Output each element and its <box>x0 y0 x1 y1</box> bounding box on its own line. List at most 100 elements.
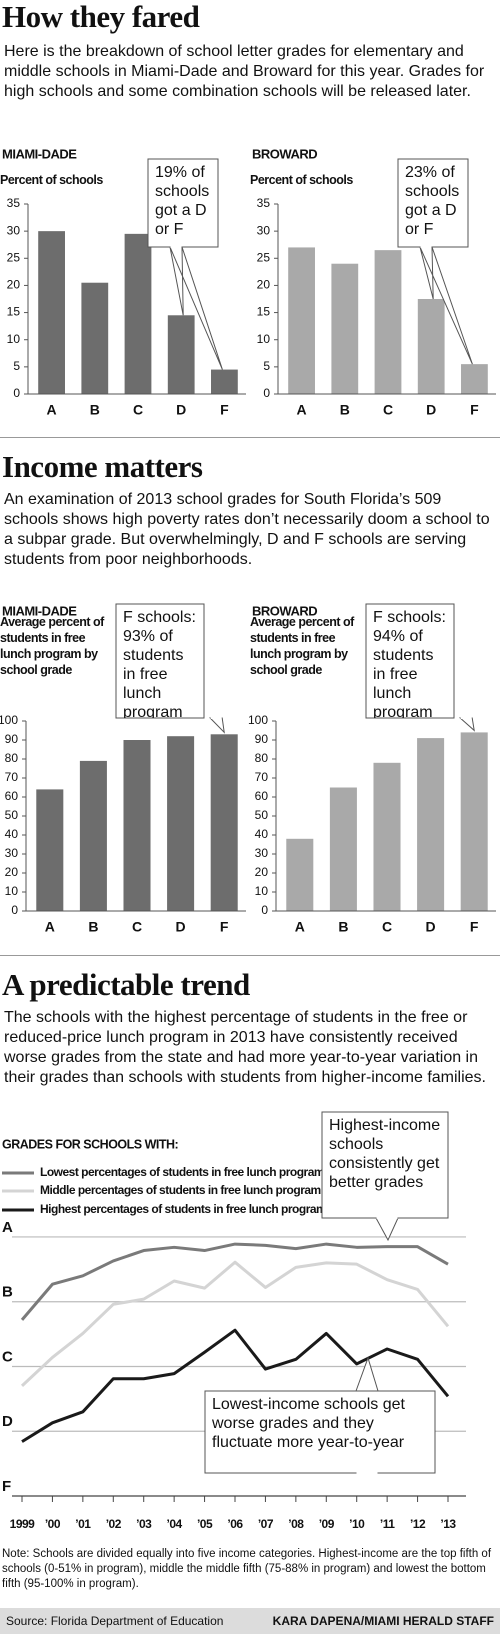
y-axis-label: Average percent of students in free lunc… <box>0 615 104 677</box>
y-tick-label: 20 <box>7 278 21 292</box>
bar <box>461 364 488 394</box>
section-title: Income matters <box>2 449 203 484</box>
y-tick-label: 35 <box>257 196 271 210</box>
bar <box>329 787 357 911</box>
y-tick-label: 100 <box>248 713 268 727</box>
bar <box>286 838 314 911</box>
bar <box>36 789 64 911</box>
y-tick-label: F <box>2 1478 11 1495</box>
x-tick-label: ’10 <box>349 1517 365 1531</box>
bar <box>417 299 445 394</box>
section-text: Here is the breakdown of school letter g… <box>4 43 485 100</box>
x-tick-label: C <box>382 919 392 935</box>
callout-pointer <box>209 717 225 734</box>
y-tick-label: 10 <box>7 332 21 346</box>
x-tick-label: A <box>47 402 57 418</box>
callout: 19% of schools got a D or F <box>155 164 210 238</box>
callout-text: 19% of schools got a D or F <box>155 164 210 238</box>
y-tick-label: 10 <box>255 884 269 898</box>
x-tick-label: A <box>45 919 55 935</box>
x-tick-label: ’02 <box>106 1517 122 1531</box>
callout-pointer <box>458 717 475 732</box>
x-tick-label: ’05 <box>197 1517 213 1531</box>
y-tick-label: 5 <box>13 359 20 373</box>
x-tick-label: ’08 <box>288 1517 304 1531</box>
y-tick-label: 10 <box>5 884 19 898</box>
callout-text: F schools: 94% of students in free lunch… <box>373 609 446 718</box>
bar <box>374 250 402 394</box>
callout-box <box>365 603 455 719</box>
x-tick-label: ’13 <box>440 1517 456 1531</box>
y-tick-label: B <box>2 1284 13 1301</box>
y-tick-label: 10 <box>257 332 271 346</box>
y-tick-label: 20 <box>5 865 19 879</box>
x-tick-label: D <box>426 919 436 935</box>
y-tick-label: 30 <box>7 223 21 237</box>
y-tick-label: 40 <box>255 827 269 841</box>
x-tick-label: D <box>176 402 186 418</box>
y-tick-label: 100 <box>0 713 18 727</box>
y-tick-label: 5 <box>263 359 270 373</box>
chart: MIAMI-DADE Percent of schools 0 5 10 15 20 25 30… <box>0 146 246 418</box>
x-tick-label: ’00 <box>45 1517 61 1531</box>
callout-box <box>321 1111 449 1219</box>
section-title: How they fared <box>2 0 200 34</box>
x-tick-label: C <box>132 919 142 935</box>
line <box>20 1242 449 1321</box>
bar <box>167 315 195 394</box>
y-tick-label: 0 <box>261 903 268 917</box>
chart: GRADES FOR SCHOOLS WITH: Lowest percentag… <box>2 1111 466 1531</box>
y-axis-label-text: Percent of schools <box>250 173 353 187</box>
callout-text: 23% of schools got a D or F <box>405 164 460 238</box>
y-axis-label: Percent of schools <box>0 173 103 187</box>
x-tick-label: C <box>133 402 143 418</box>
y-tick-label: 25 <box>7 250 21 264</box>
y-tick-label: 50 <box>5 808 19 822</box>
source: Source: Florida Department of Education <box>6 1614 224 1628</box>
y-tick-label: 0 <box>11 903 18 917</box>
section-text: An examination of 2013 school grades for… <box>4 491 490 568</box>
y-tick-label: 80 <box>255 751 269 765</box>
y-tick-label: 30 <box>257 223 271 237</box>
callout-box <box>204 1390 436 1474</box>
y-tick-label: 25 <box>257 250 271 264</box>
x-tick-label: F <box>220 402 229 418</box>
bar <box>373 762 401 911</box>
x-tick-label: ’12 <box>410 1517 426 1531</box>
y-tick-label: 70 <box>5 770 19 784</box>
bar <box>79 760 107 911</box>
x-tick-label: F <box>470 919 479 935</box>
y-tick-label: A <box>2 1219 13 1236</box>
bar <box>460 732 488 911</box>
y-tick-label: 80 <box>5 751 19 765</box>
y-axis-label: Percent of schools <box>250 173 353 187</box>
bar <box>38 231 65 394</box>
y-axis-label-text: Average percent of students in free lunc… <box>0 615 104 677</box>
x-tick-label: F <box>220 919 229 935</box>
y-tick-label: 15 <box>7 305 21 319</box>
chart-title: MIAMI-DADE <box>2 603 77 618</box>
bar <box>167 736 195 911</box>
y-tick-label: 60 <box>5 789 19 803</box>
y-tick-label: 60 <box>255 789 269 803</box>
y-axis-label-text: Average percent of students in free lunc… <box>250 615 354 677</box>
line <box>20 1260 450 1387</box>
bar <box>331 263 359 394</box>
callout-box <box>397 158 469 248</box>
bar <box>81 282 109 394</box>
y-tick-label: 30 <box>5 846 19 860</box>
y-tick-label: 0 <box>263 386 270 400</box>
bar <box>124 233 152 394</box>
x-tick-label: B <box>88 919 98 935</box>
divider <box>0 955 500 956</box>
y-tick-label: 20 <box>255 865 269 879</box>
section-text: The schools with the highest percentage … <box>4 1009 486 1086</box>
x-tick-label: A <box>295 919 305 935</box>
callout: 23% of schools got a D or F <box>405 164 460 238</box>
chart-title: BROWARD <box>252 603 317 618</box>
y-tick-label: 90 <box>5 732 19 746</box>
x-tick-label: C <box>383 402 393 418</box>
bar <box>288 247 315 394</box>
